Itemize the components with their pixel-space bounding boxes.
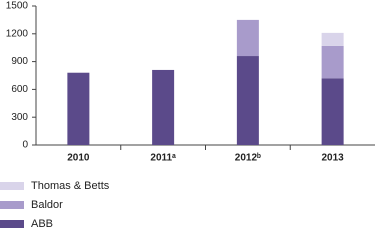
- chart: 0 300 600 900 1200 1500 2010 2011ᵃ 2012ᵇ 2013 ABB B…: [0, 1, 375, 230]
- y-tick-label: 0: [22, 140, 28, 151]
- x-tick-label: 2010: [67, 153, 90, 164]
- bar-segment: [67, 72, 90, 145]
- bar-segment: [321, 45, 344, 79]
- x-tick-label: 2012ᵇ: [235, 153, 261, 164]
- bar-segment: [152, 69, 175, 145]
- y-tick-label: 1500: [6, 1, 29, 12]
- bar-segment: [321, 32, 344, 46]
- y-tick-label: 1200: [6, 28, 29, 39]
- legend-label: ABB: [31, 218, 53, 230]
- y-tick-label: 600: [11, 84, 28, 95]
- x-tick-label: 2011ᵃ: [150, 153, 176, 164]
- legend-swatch: [0, 182, 24, 190]
- bar-segment: [321, 78, 344, 145]
- y-tick-label: 300: [11, 112, 28, 123]
- bar-segment: [236, 19, 259, 57]
- legend-label: Thomas & Betts: [31, 180, 110, 192]
- legend-label: Baldor: [31, 199, 63, 211]
- bar-segment: [236, 56, 259, 145]
- y-tick-label: 900: [11, 56, 28, 67]
- x-tick-label: 2013: [322, 153, 345, 164]
- legend-swatch: [0, 220, 24, 228]
- legend-swatch: [0, 201, 24, 209]
